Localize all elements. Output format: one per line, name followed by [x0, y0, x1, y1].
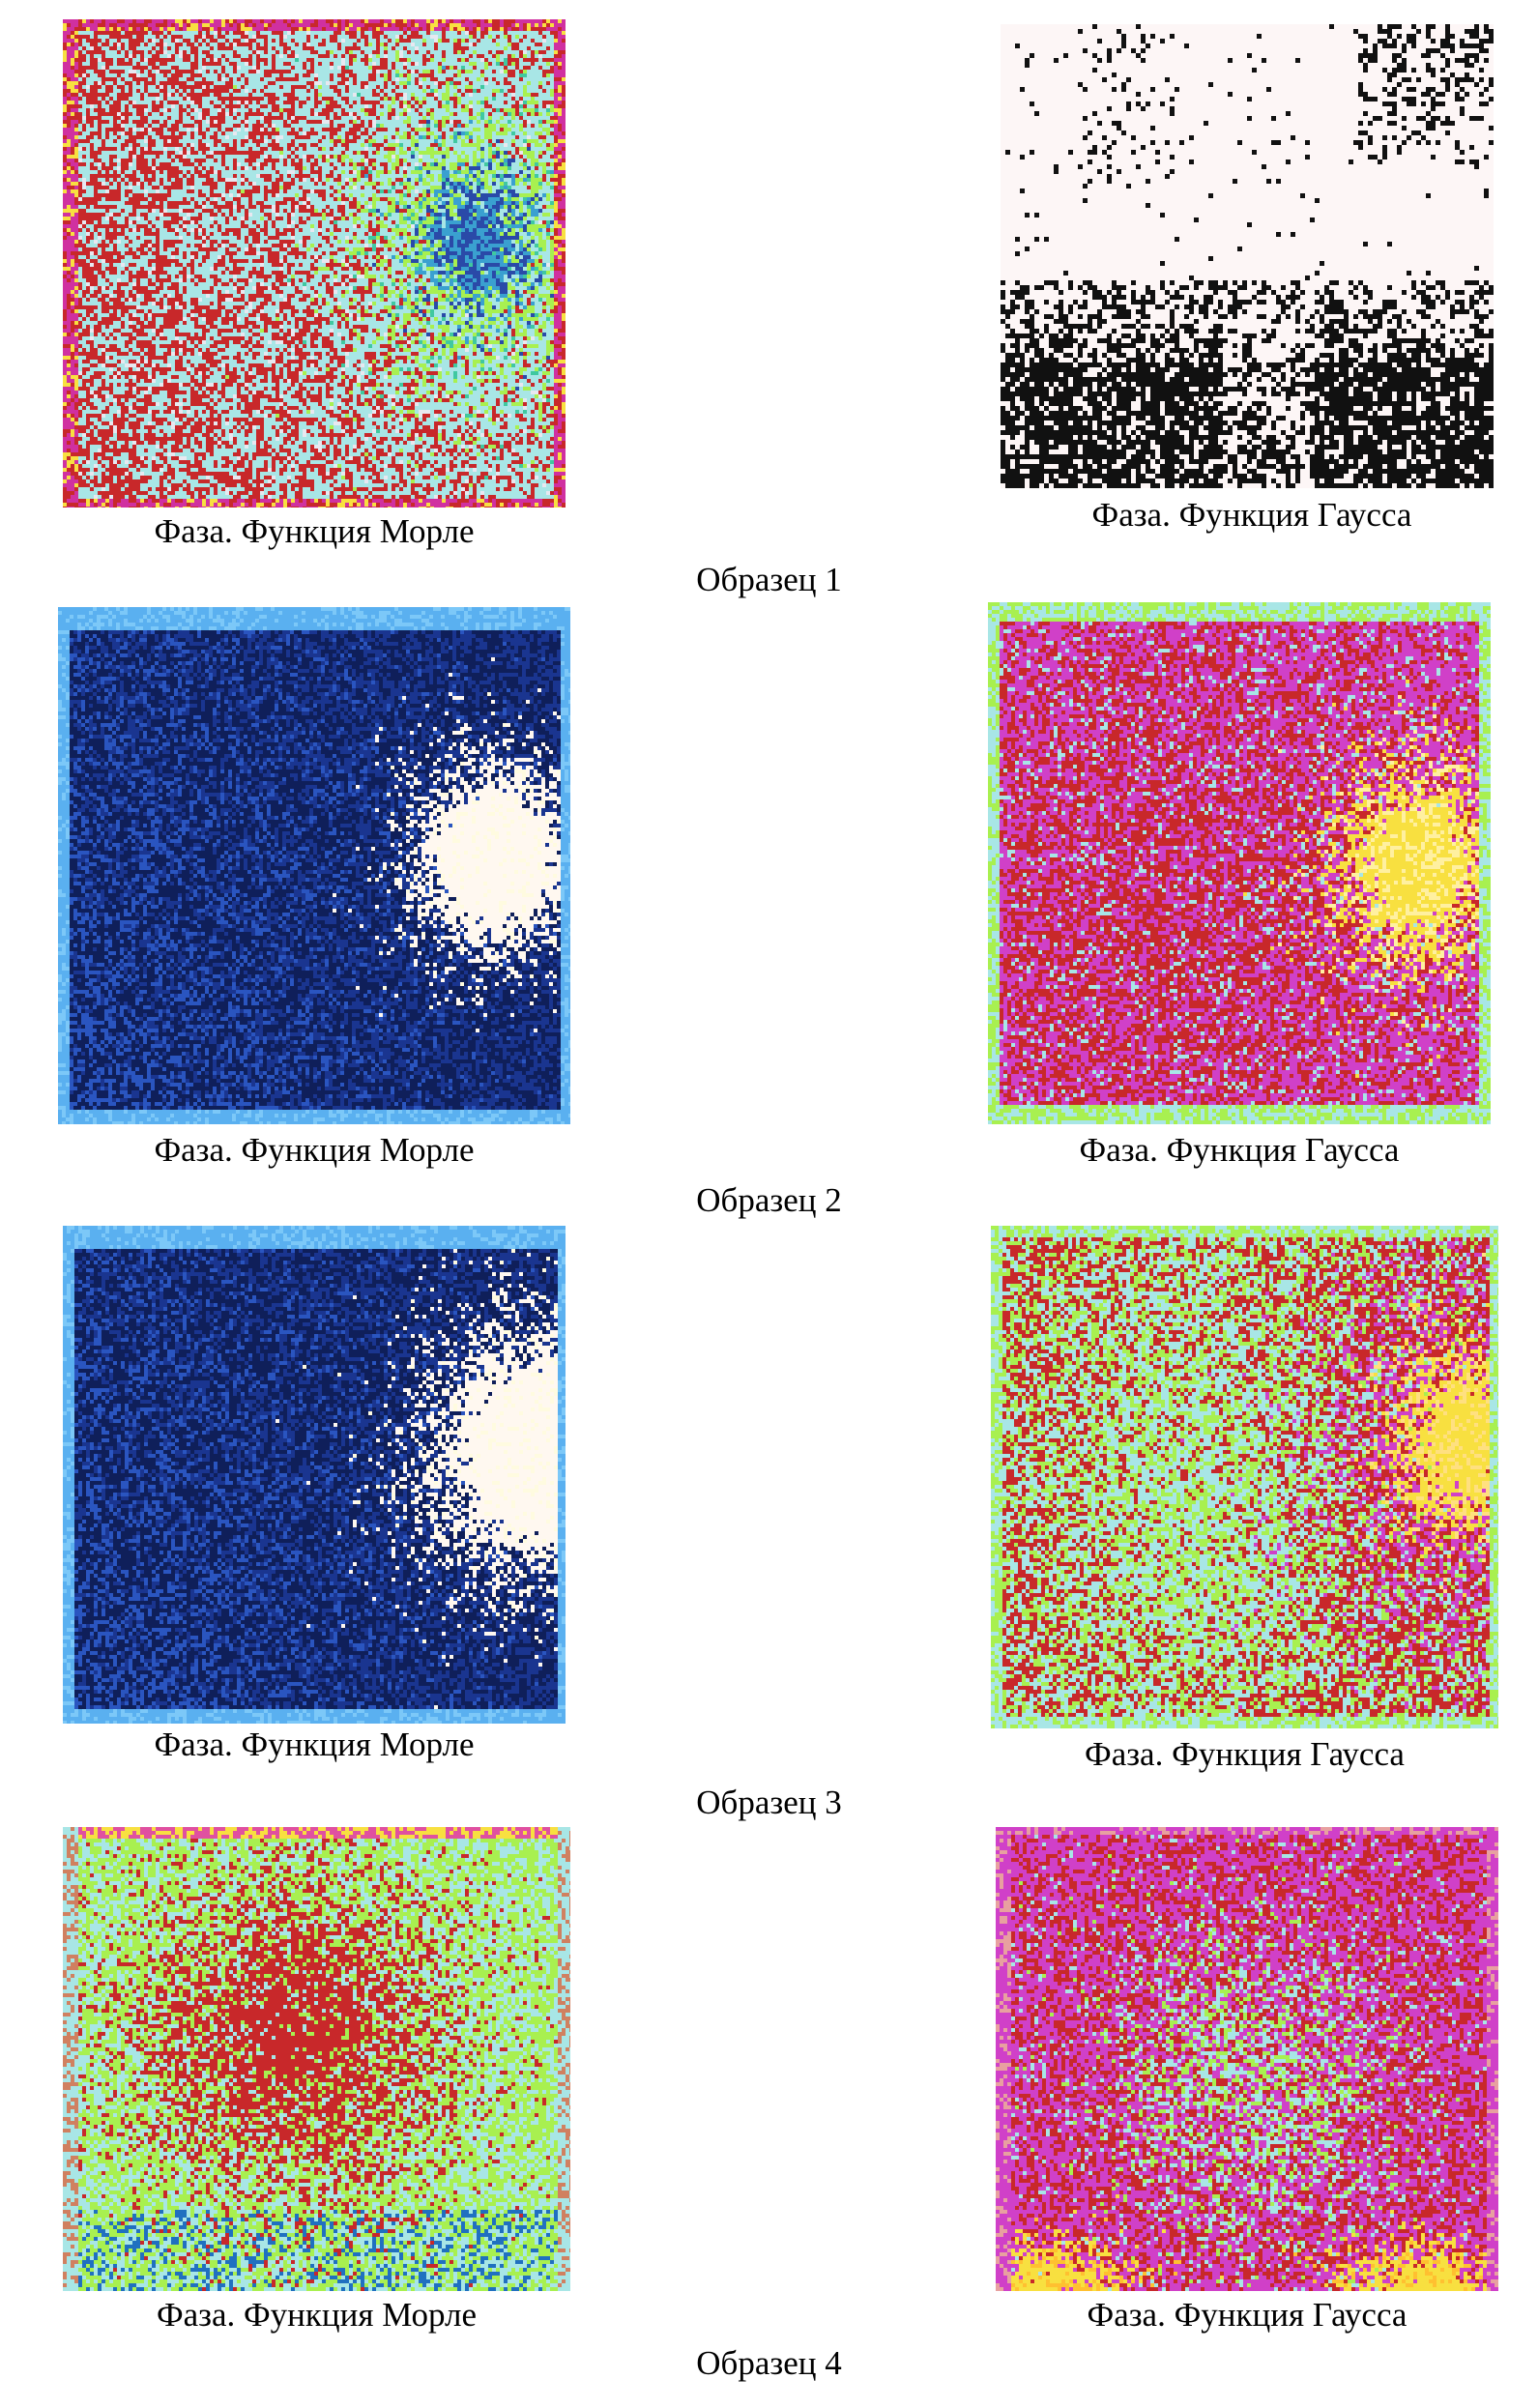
- sample-3-title: Образец 3: [696, 1784, 842, 1821]
- phase-map-image: [988, 602, 1491, 1124]
- sample-1-morlet-phase-map: [63, 19, 566, 508]
- sample-1-gauss-phase-map: [1001, 24, 1494, 488]
- phase-map-image: [63, 19, 566, 508]
- phase-map-image: [996, 1827, 1498, 2291]
- sample-4-title: Образец 4: [696, 2344, 842, 2382]
- sample-3-morlet-phase-map: [63, 1226, 566, 1724]
- sample-4-gauss-caption: Фаза. Функция Гаусса: [1087, 2296, 1407, 2334]
- sample-1-morlet-caption: Фаза. Функция Морле: [154, 512, 475, 550]
- phase-map-image: [1001, 24, 1494, 488]
- sample-4-morlet-caption: Фаза. Функция Морле: [156, 2296, 478, 2334]
- sample-2-gauss-phase-map: [988, 602, 1491, 1124]
- sample-2-gauss-caption: Фаза. Функция Гаусса: [1079, 1131, 1400, 1169]
- sample-1-gauss-caption: Фаза. Функция Гаусса: [1091, 496, 1412, 534]
- phase-map-image: [63, 1226, 566, 1724]
- sample-3-gauss-caption: Фаза. Функция Гаусса: [1085, 1735, 1405, 1773]
- sample-1-title: Образец 1: [696, 561, 842, 598]
- phase-map-image: [58, 607, 570, 1124]
- sample-2-morlet-caption: Фаза. Функция Морле: [154, 1131, 475, 1169]
- sample-3-morlet-caption: Фаза. Функция Морле: [154, 1726, 475, 1763]
- sample-3-gauss-phase-map: [991, 1226, 1498, 1728]
- phase-map-image: [63, 1827, 570, 2291]
- phase-map-image: [991, 1226, 1498, 1728]
- sample-2-morlet-phase-map: [58, 607, 570, 1124]
- sample-4-morlet-phase-map: [63, 1827, 570, 2291]
- sample-4-gauss-phase-map: [996, 1827, 1498, 2291]
- sample-2-title: Образец 2: [696, 1181, 842, 1219]
